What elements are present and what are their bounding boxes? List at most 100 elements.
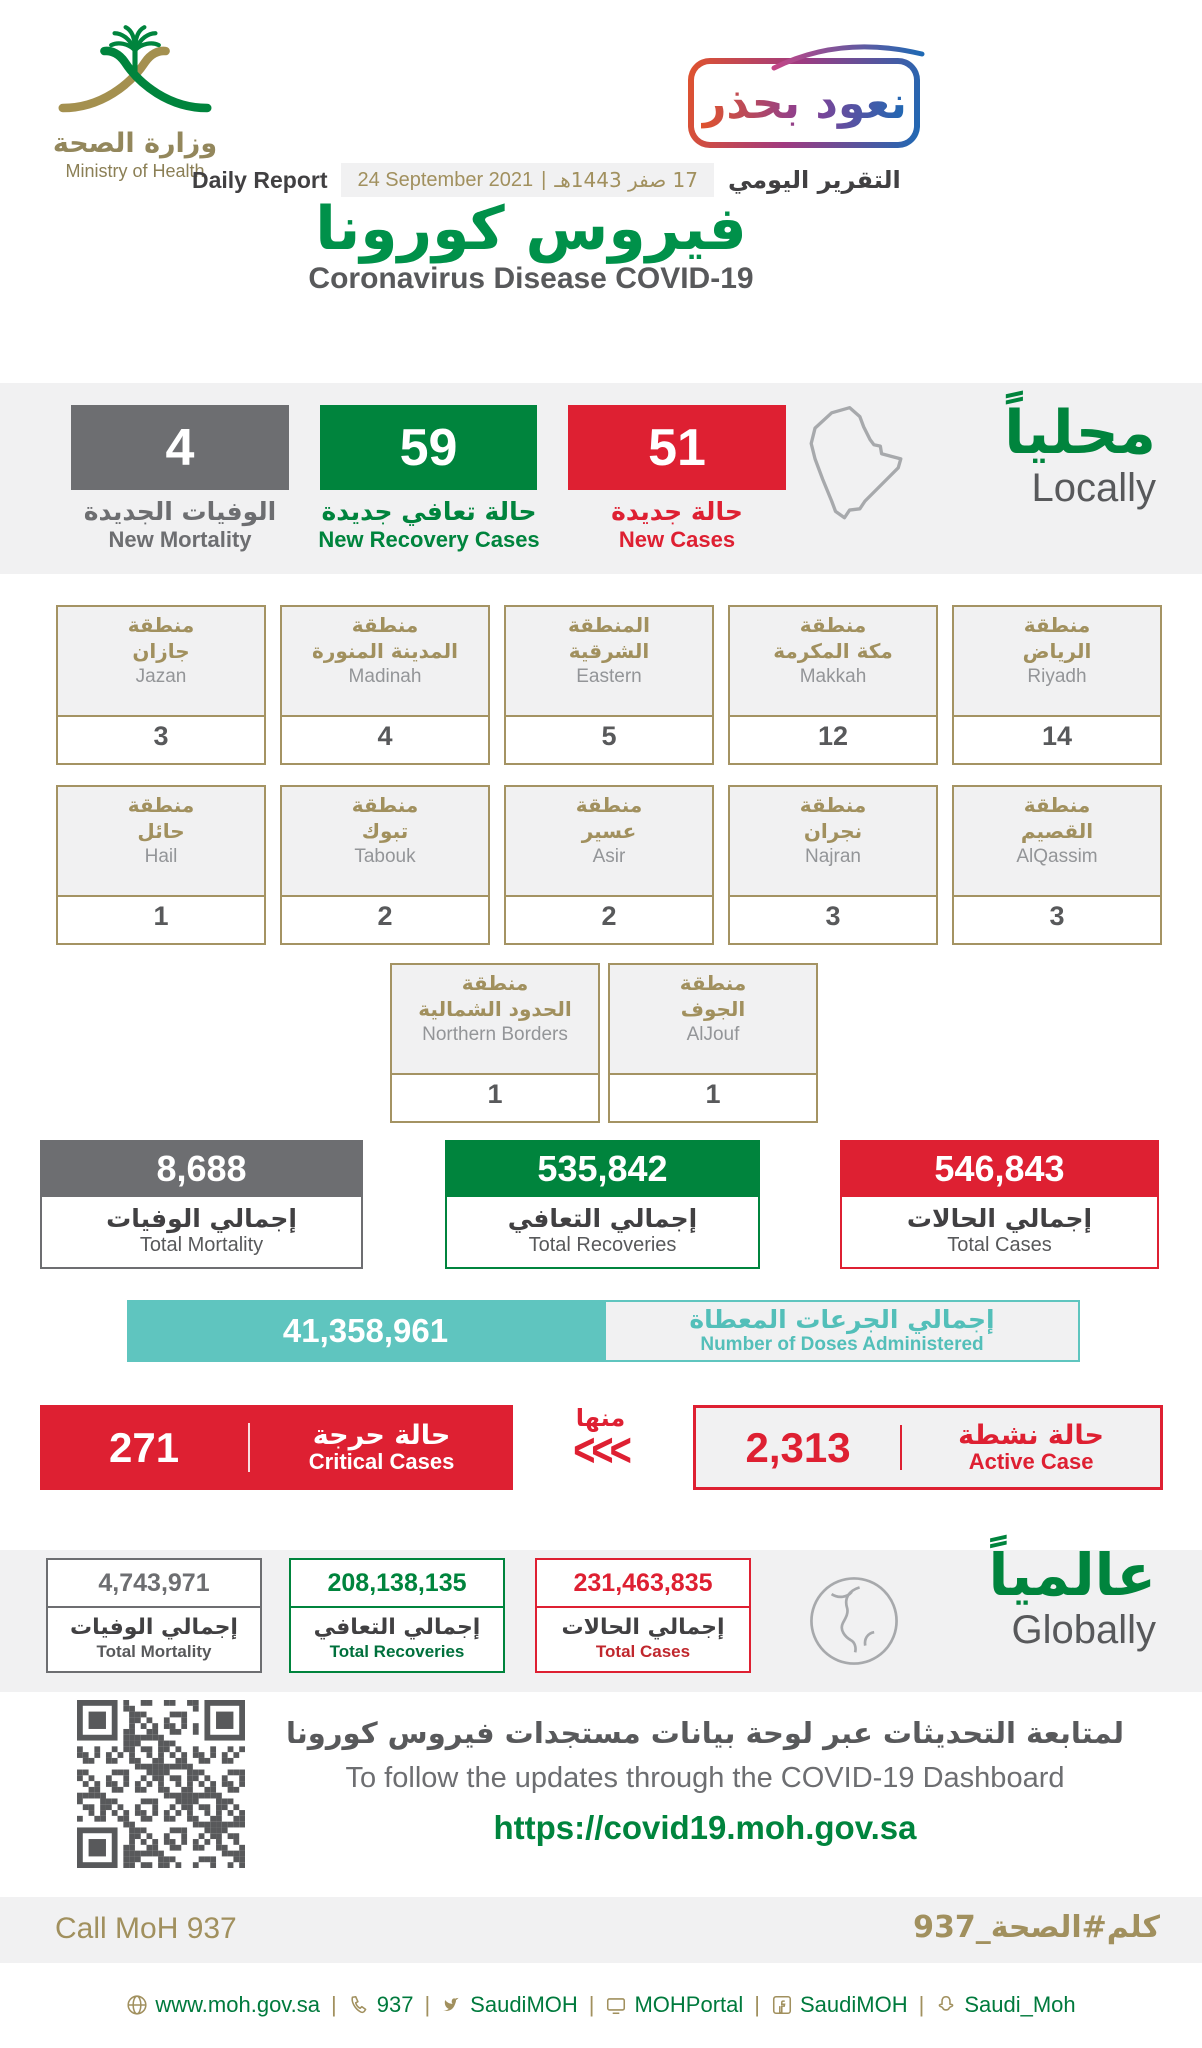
region-name-en: Madinah: [348, 666, 422, 687]
total-mortality-value: 8,688: [40, 1140, 363, 1197]
region-header: منطقة الجوف AlJouf: [610, 965, 816, 1075]
region-name-en: Eastern: [576, 666, 642, 687]
date-hijri: 17 صفر 1443هـ: [554, 168, 698, 192]
region-name-en: Jazan: [135, 666, 187, 687]
region-case-count: 1: [705, 1079, 721, 1109]
region-name-ar2: الحدود الشمالية: [418, 997, 572, 1021]
region-case-count: 5: [601, 721, 617, 751]
social-links-row: www.moh.gov.sa | 937 | SaudiMOH | MOHPor…: [0, 1992, 1202, 2018]
region-header: منطقة نجران Najran: [730, 787, 936, 897]
region-header: منطقة تبوك Tabouk: [282, 787, 488, 897]
total-mortality-labels: إجمالي الوفيات Total Mortality: [40, 1197, 363, 1269]
label-ar: حالة حرجة: [312, 1419, 451, 1451]
social-link-mohportal[interactable]: MOHPortal: [605, 1992, 743, 2018]
badge-text: نعود بحذر: [701, 77, 907, 129]
global-recoveries-card: 208,138,135 إجمالي التعافي Total Recover…: [289, 1558, 505, 1673]
social-link-website[interactable]: www.moh.gov.sa: [126, 1992, 320, 2018]
divider: [900, 1424, 903, 1471]
region-case-count: 4: [377, 721, 393, 751]
new-recoveries-value: 59: [320, 405, 537, 490]
region-card-northern-borders: منطقة الحدود الشمالية Northern Borders 1: [390, 963, 600, 1123]
label-en: Total Cases: [595, 1642, 691, 1661]
new-cases-value: 51: [568, 405, 786, 490]
region-name-ar2: حائل: [137, 819, 185, 843]
globally-heading: عالمياً Globally: [988, 1541, 1156, 1653]
region-case-count: 12: [817, 721, 849, 751]
globe-icon: [127, 1995, 147, 2015]
region-header: منطقة حائل Hail: [58, 787, 264, 897]
of-which-indicator: منها <<<: [548, 1404, 653, 1477]
locally-label-ar: محلياً: [1004, 398, 1156, 468]
total-recoveries-card: 535,842 إجمالي التعافي Total Recoveries: [445, 1140, 760, 1269]
ministry-of-health-logo: [58, 25, 212, 113]
date-row: Daily Report 24 September 2021 | 17 صفر …: [192, 163, 901, 197]
region-case-count: 3: [153, 721, 169, 751]
region-card-jazan: منطقة جازان Jazan 3: [56, 605, 266, 765]
region-name-en: Asir: [592, 846, 626, 867]
region-card-madinah: منطقة المدينة المنورة Madinah 4: [280, 605, 490, 765]
region-header: المنطقة الشرقية Eastern: [506, 607, 712, 717]
region-case-count: 1: [153, 901, 169, 931]
social-link-facebook[interactable]: SaudiMOH: [771, 1992, 908, 2018]
region-card-tabouk: منطقة تبوك Tabouk 2: [280, 785, 490, 945]
label-en: New Mortality: [108, 526, 252, 552]
call-band: [0, 1897, 1202, 1963]
region-name-en: Northern Borders: [422, 1024, 568, 1045]
region-name-ar1: منطقة: [679, 971, 747, 995]
separator: |: [424, 1992, 431, 2017]
region-card-riyadh: منطقة الرياض Riyadh 14: [952, 605, 1162, 765]
region-name-ar1: منطقة: [799, 793, 867, 817]
label-ar: حالة تعافي جديدة: [321, 497, 537, 526]
global-cases-value: 231,463,835: [537, 1560, 749, 1608]
region-name-ar1: منطقة: [127, 613, 195, 637]
region-name-ar2: المدينة المنورة: [312, 639, 458, 663]
active-cases-labels: حالة نشطة Active Case: [902, 1420, 1160, 1475]
region-header: منطقة مكة المكرمة Makkah: [730, 607, 936, 717]
region-name-ar1: منطقة: [799, 613, 867, 637]
social-link-phone[interactable]: 937: [348, 1992, 413, 2018]
label-en: Total Mortality: [96, 1642, 212, 1661]
region-case-count: 2: [377, 901, 393, 931]
region-name-ar2: جازان: [132, 639, 190, 663]
label-en: New Cases: [618, 526, 736, 552]
label-ar: إجمالي الوفيات: [106, 1204, 297, 1233]
region-case-count: 1: [487, 1079, 503, 1109]
separator: |: [331, 1992, 337, 2017]
active-cases-box: 2,313 حالة نشطة Active Case: [693, 1405, 1163, 1490]
total-cases-card: 546,843 إجمالي الحالات Total Cases: [840, 1140, 1159, 1269]
region-header: منطقة الرياض Riyadh: [954, 607, 1160, 717]
region-card-hail: منطقة حائل Hail 1: [56, 785, 266, 945]
region-name-ar1: المنطقة: [568, 613, 650, 637]
total-recoveries-value: 535,842: [445, 1140, 760, 1197]
region-name-ar2: القصيم: [1020, 819, 1094, 843]
region-name-ar1: منطقة: [351, 793, 419, 817]
new-recoveries-label: حالة تعافي جديدة New Recovery Cases: [300, 497, 558, 552]
label-ar: إجمالي الحالات: [561, 1615, 725, 1640]
dashboard-url-link[interactable]: https://covid19.moh.gov.sa: [493, 1809, 917, 1846]
region-header: منطقة القصيم AlQassim: [954, 787, 1160, 897]
chevrons-left-icon: <<<: [573, 1424, 632, 1478]
label-en: Critical Cases: [308, 1449, 455, 1475]
label-ar: إجمالي التعافي: [507, 1204, 698, 1233]
region-header: منطقة جازان Jazan: [58, 607, 264, 717]
region-card-makkah: منطقة مكة المكرمة Makkah 12: [728, 605, 938, 765]
region-name-ar1: منطقة: [1023, 613, 1091, 637]
phone-icon: [351, 1995, 367, 2014]
page-title-english: Coronavirus Disease COVID-19: [308, 262, 754, 295]
new-mortality-value: 4: [71, 405, 289, 490]
qr-code: [77, 1700, 245, 1868]
divider: [248, 1422, 251, 1473]
social-link-snapchat[interactable]: Saudi_Moh: [935, 1992, 1076, 2018]
label-en: New Recovery Cases: [318, 526, 540, 552]
label-en: Active Case: [968, 1449, 1094, 1475]
return-with-caution-badge: نعود بحذر: [688, 58, 920, 148]
globally-label-ar: عالمياً: [988, 1541, 1156, 1609]
social-link-twitter[interactable]: SaudiMOH: [441, 1992, 578, 2018]
region-card-eastern: المنطقة الشرقية Eastern 5: [504, 605, 714, 765]
locally-heading: محلياً Locally: [1004, 400, 1156, 511]
label-en: Total Recoveries: [329, 1642, 465, 1661]
critical-cases-value: 271: [109, 1423, 180, 1471]
global-recoveries-value: 208,138,135: [291, 1560, 503, 1608]
active-cases-value: 2,313: [745, 1423, 851, 1471]
locally-label-en: Locally: [1031, 466, 1156, 510]
